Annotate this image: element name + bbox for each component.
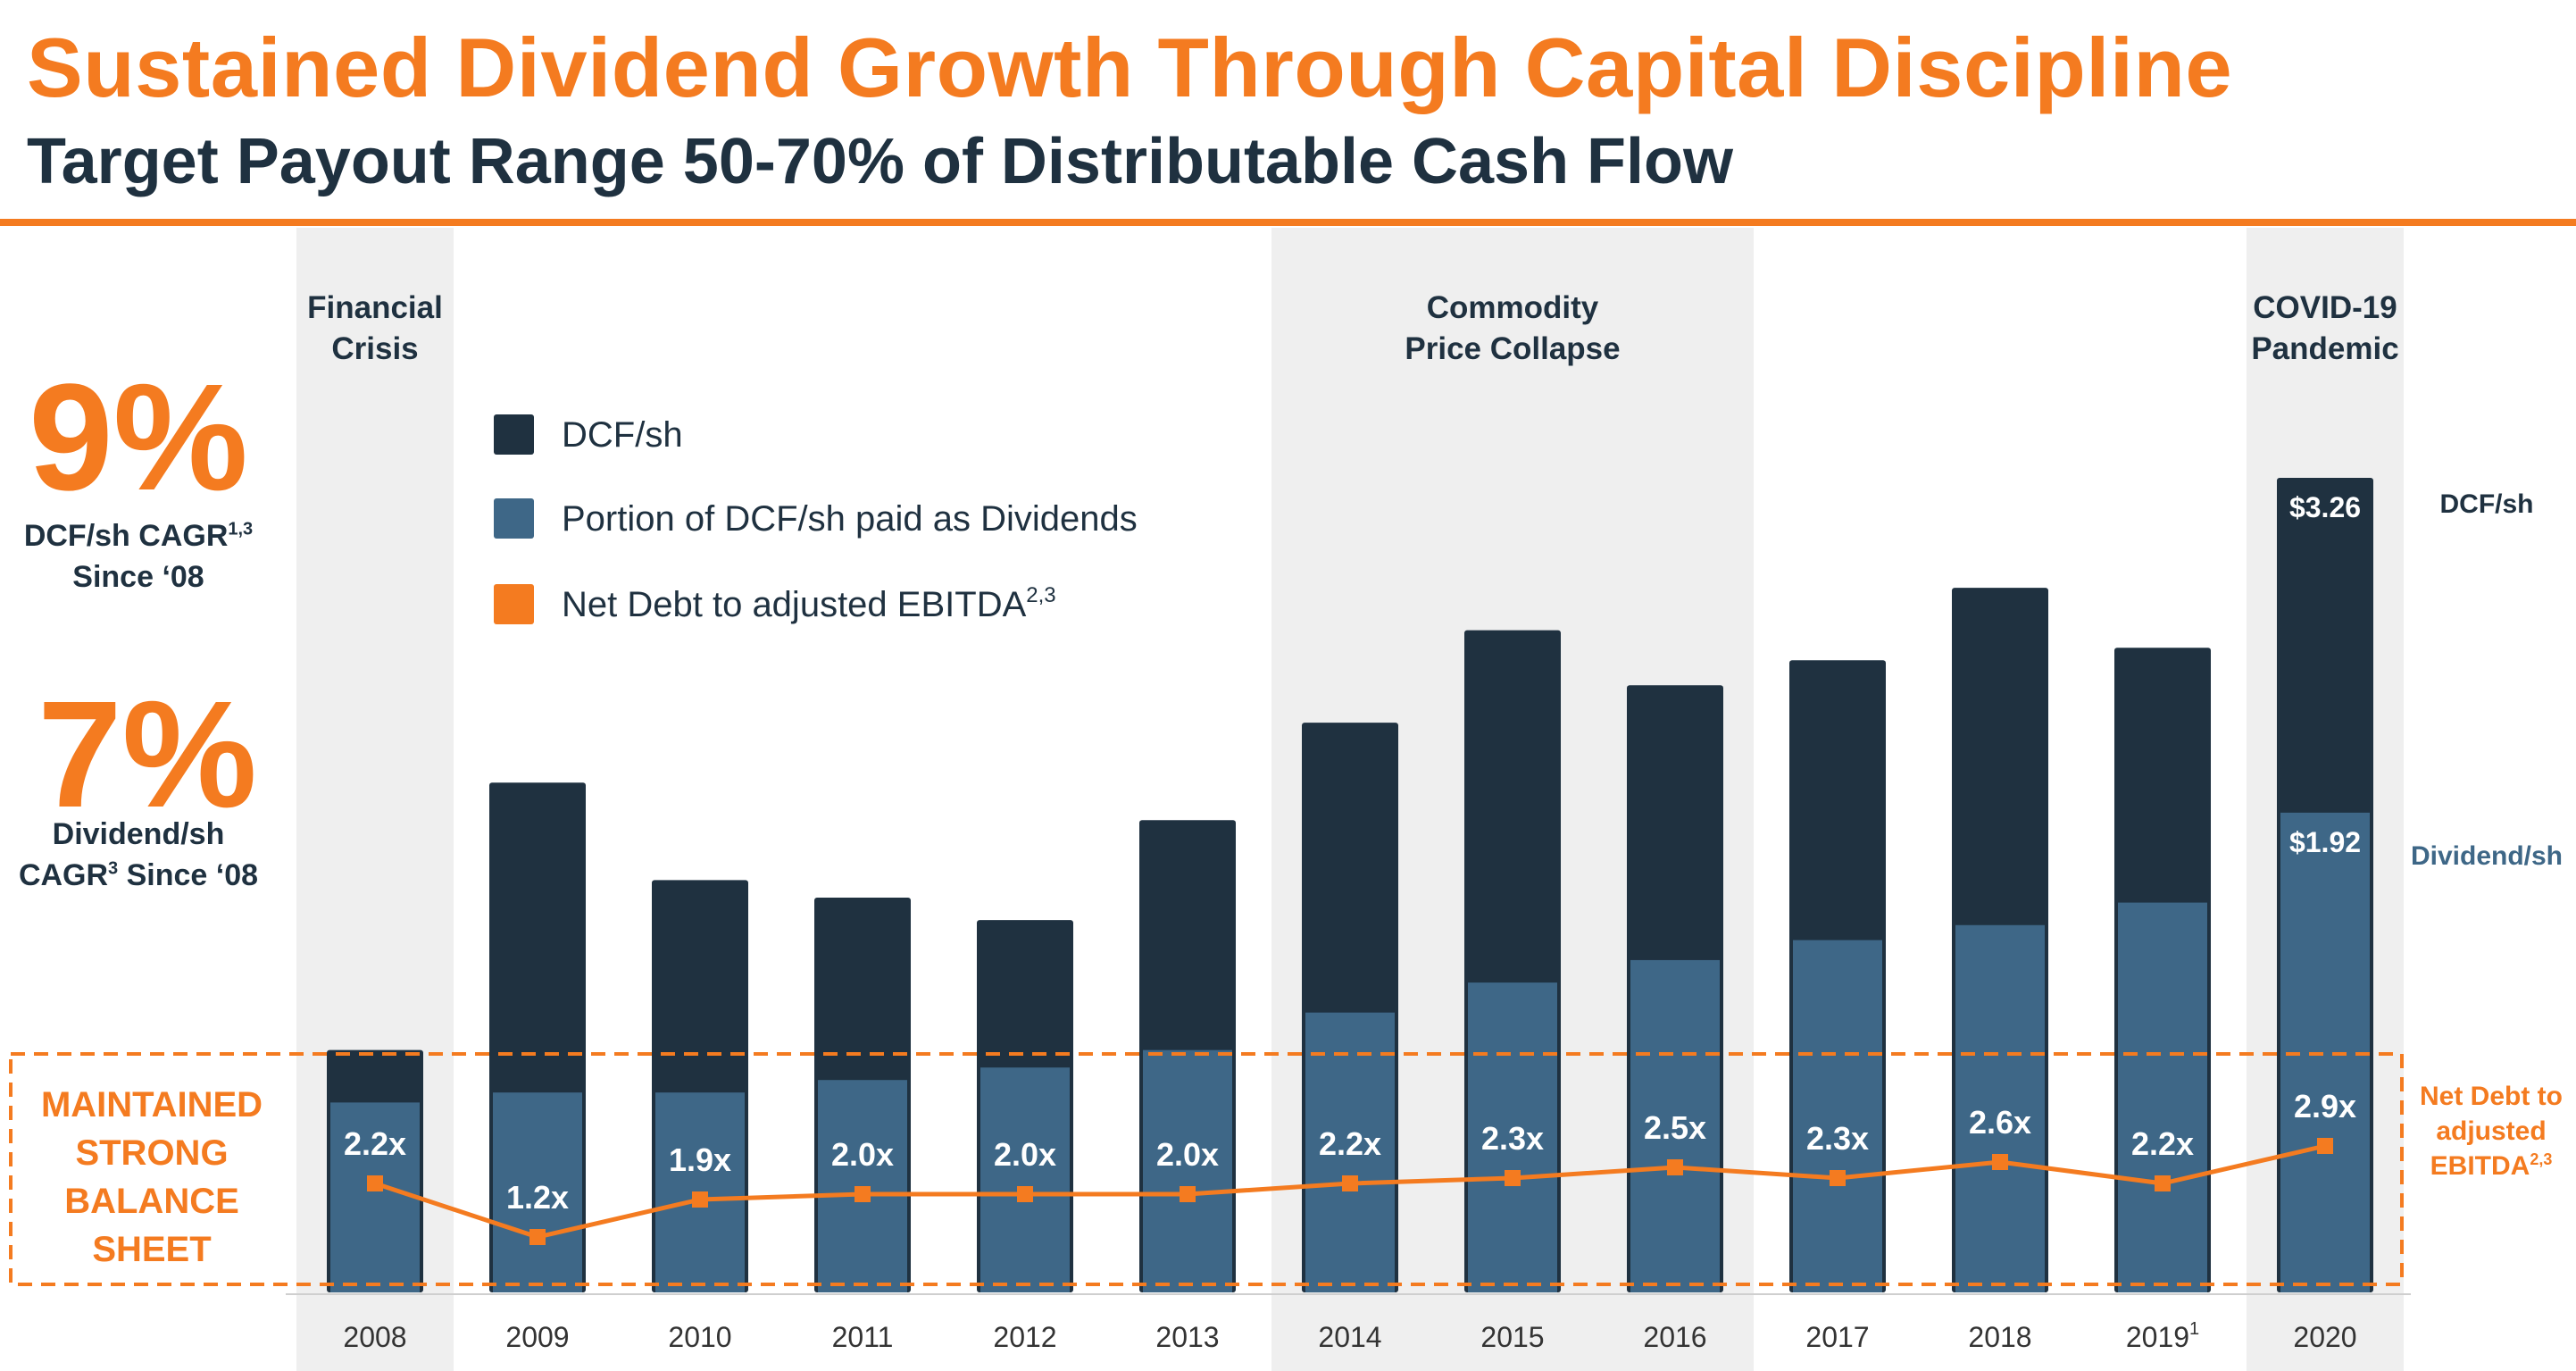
ratio-point (529, 1229, 546, 1245)
right-ratio-label: Net Debt to adjusted EBITDA2,3 (2411, 1079, 2572, 1183)
ratio-label: 1.2x (506, 1179, 569, 1216)
ratio-point (2155, 1175, 2171, 1191)
dividend-bar (1630, 959, 1720, 1292)
dcf-cagr-since: Since ‘08 (72, 559, 204, 594)
legend-label: DCF/sh (562, 415, 683, 455)
div-cagr-since: Since ‘08 (118, 857, 259, 892)
legend-label: Portion of DCF/sh paid as Dividends (562, 499, 1138, 539)
div-cagr-value: 7% (38, 670, 257, 840)
ratio-label: 2.3x (1481, 1120, 1544, 1157)
ratio-label: 2.2x (344, 1125, 406, 1162)
year-label: 2018 (1968, 1321, 2031, 1353)
dividend-bar (1955, 924, 2045, 1292)
ratio-point (1180, 1186, 1196, 1202)
year-label: 2015 (1480, 1321, 1544, 1353)
legend-swatch (494, 498, 534, 539)
year-label: 2011 (832, 1321, 894, 1353)
legend-footnote: 2,3 (1026, 583, 1055, 607)
year-label: 2013 (1155, 1321, 1219, 1353)
ratio-point (367, 1175, 383, 1191)
title-divider (0, 219, 2576, 226)
dividend-bar (1143, 1049, 1232, 1292)
year-label: 2014 (1318, 1321, 1381, 1353)
ratio-point (2317, 1138, 2333, 1154)
ratio-label: 1.9x (669, 1141, 731, 1178)
shaded-period-label: Commodity (1427, 290, 1599, 325)
dividend-bar (1305, 1012, 1395, 1292)
div-cagr-label: CAGR (18, 857, 109, 892)
year-label: 2009 (505, 1321, 569, 1353)
year-label: 2008 (343, 1321, 406, 1353)
page-title: Sustained Dividend Growth Through Capita… (27, 21, 2233, 114)
year-label: 2017 (1805, 1321, 1869, 1353)
right-dividend-label: Dividend/sh (2410, 841, 2563, 871)
shaded-period-label: Pandemic (2251, 331, 2398, 366)
right-ratio-footnote: 2,3 (2530, 1150, 2553, 1168)
legend-swatch (494, 414, 534, 455)
shaded-period-label: COVID-19 (2253, 290, 2397, 325)
dividend-value-label: $1.92 (2289, 826, 2361, 858)
year-footnote: 1 (2189, 1319, 2199, 1339)
ratio-point (1017, 1186, 1033, 1202)
ratio-point (1992, 1154, 2008, 1170)
year-label: 20191 (2126, 1319, 2199, 1353)
ratio-point (1505, 1170, 1521, 1186)
dividend-bar (1468, 982, 1557, 1292)
ratio-label: 2.0x (1156, 1136, 1219, 1173)
year-label: 2020 (2293, 1321, 2356, 1353)
year-label: 2016 (1643, 1321, 1706, 1353)
div-cagr-label-line1: Dividend/sh (52, 817, 225, 851)
dcf-value-label: $3.26 (2289, 491, 2361, 523)
div-cagr-footnote: 3 (108, 858, 119, 879)
legend-swatch (494, 584, 534, 624)
legend-label: Net Debt to adjusted EBITDA2,3 (562, 583, 1056, 624)
dcf-cagr-caption: DCF/sh CAGR1,3 Since ‘08 (0, 516, 277, 598)
dividend-bar (2118, 902, 2207, 1292)
dcf-cagr-footnote: 1,3 (228, 519, 254, 539)
ratio-label: 2.2x (2131, 1125, 2194, 1162)
right-dcf-label: DCF/sh (2439, 489, 2534, 519)
ratio-label: 2.5x (1644, 1109, 1706, 1146)
dividend-bar (1793, 940, 1882, 1292)
ratio-point (854, 1186, 871, 1202)
ratio-label: 2.3x (1806, 1120, 1869, 1157)
balance-sheet-label: MAINTAINED STRONG BALANCE SHEET (40, 1085, 263, 1269)
ratio-label: 2.2x (1319, 1125, 1381, 1162)
shaded-period-label: Financial (307, 290, 443, 325)
ratio-point (1667, 1159, 1683, 1175)
dividend-bar (330, 1102, 420, 1292)
ratio-label: 2.0x (831, 1136, 894, 1173)
ratio-label: 2.9x (2294, 1088, 2356, 1124)
right-ratio-text: Net Debt to adjusted EBITDA (2420, 1082, 2563, 1181)
ratio-point (1830, 1170, 1846, 1186)
dividend-bar (980, 1067, 1070, 1292)
ratio-point (1342, 1175, 1358, 1191)
ratio-label: 2.6x (1969, 1104, 2031, 1141)
page-subtitle: Target Payout Range 50-70% of Distributa… (27, 126, 1734, 197)
dividend-bar (493, 1092, 582, 1292)
shaded-period-label: Price Collapse (1405, 331, 1620, 366)
dcf-cagr-label: DCF/sh CAGR (23, 519, 229, 553)
shaded-period-label: Crisis (331, 331, 418, 366)
year-label: 2010 (668, 1321, 731, 1353)
dcf-cagr-value: 9% (29, 353, 248, 522)
year-label: 2012 (993, 1321, 1056, 1353)
ratio-label: 2.0x (994, 1136, 1056, 1173)
balance-sheet-box (9, 1052, 2404, 1286)
div-cagr-caption: Dividend/sh CAGR3 Since ‘08 (0, 815, 277, 897)
ratio-point (692, 1191, 708, 1208)
